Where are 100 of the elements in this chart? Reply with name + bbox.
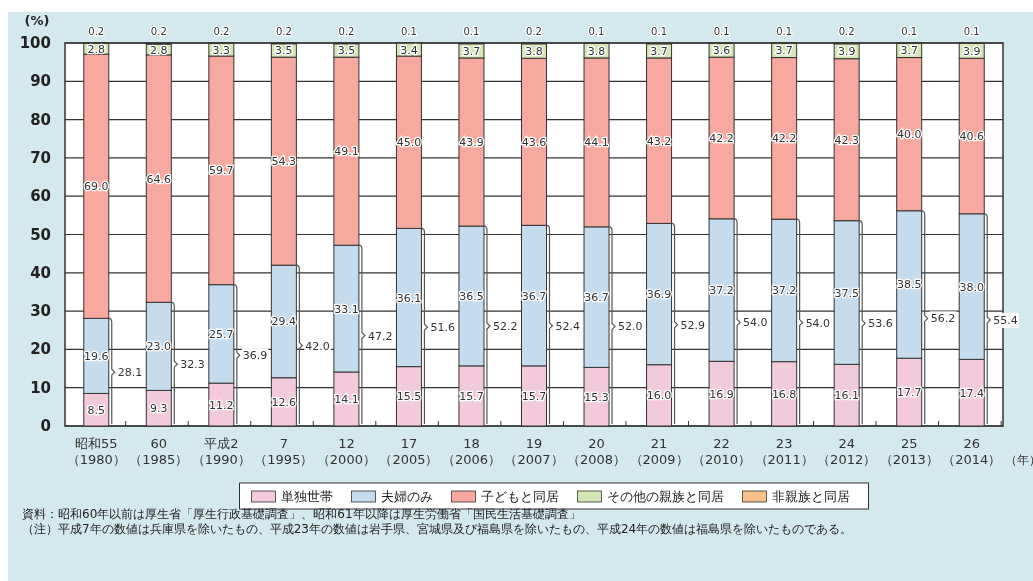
data-label: 3.5 <box>275 44 293 58</box>
annotation: 52.2 <box>492 320 518 334</box>
data-label: 54.3 <box>271 155 297 169</box>
data-label: 16.0 <box>646 389 672 403</box>
data-label: 17.7 <box>896 386 922 400</box>
x-tick-label: 21 （2009） <box>629 436 689 467</box>
data-label: 69.0 <box>84 180 109 194</box>
data-label: 29.4 <box>271 315 297 329</box>
x-axis-title: （年） <box>1005 453 1033 467</box>
legend-label: 非親族と同居 <box>771 489 850 504</box>
data-label: 17.4 <box>959 386 984 400</box>
data-label: 0.2 <box>275 26 292 37</box>
y-axis-title: (%) <box>24 13 50 28</box>
data-label: 15.3 <box>584 390 609 404</box>
data-label: 3.7 <box>900 44 918 58</box>
data-label: 45.0 <box>396 136 422 150</box>
legend-label: その他の親族と同居 <box>606 489 724 504</box>
y-tick-label: 70 <box>30 148 51 167</box>
data-label: 0.1 <box>463 26 480 37</box>
text: （注）平成7年の数値は兵庫県を除いたもの、平成23年の数値は岩手県、宮城県及び福島県を除いたもの、平成24年の数値は福島県を除いたものである。 <box>22 522 854 537</box>
data-label: 42.3 <box>834 133 859 147</box>
data-label: 19.6 <box>84 349 109 363</box>
data-label: 14.1 <box>334 393 359 406</box>
data-label: 15.5 <box>396 390 422 404</box>
data-label: 3.8 <box>525 45 543 59</box>
x-tick-label: 26 （2014） <box>942 436 1002 467</box>
data-label: 3.8 <box>587 44 606 58</box>
data-label: 0.1 <box>400 26 417 37</box>
data-label: 3.4 <box>400 43 418 57</box>
x-tick-label: 24 （2012） <box>817 436 877 467</box>
x-tick-label: 22 （2010） <box>692 436 752 467</box>
data-label: 0.2 <box>526 26 542 37</box>
data-label: 36.5 <box>459 289 484 303</box>
y-tick-label: 30 <box>30 302 51 321</box>
legend-label: 夫婦のみ <box>380 489 433 504</box>
y-tick-label: 40 <box>30 263 51 282</box>
x-tick-label: 19 （2007） <box>504 436 564 467</box>
annotation: 32.3 <box>180 358 205 372</box>
x-tick-label: 25 （2013） <box>879 436 939 467</box>
data-label: 15.7 <box>459 389 484 403</box>
x-tick-label: 昭和55 （1980） <box>66 436 126 467</box>
data-label: 40.0 <box>896 128 922 142</box>
y-tick-label: 50 <box>30 225 51 244</box>
data-label: 38.0 <box>959 280 984 294</box>
data-label: 16.1 <box>834 389 859 403</box>
x-tick-label: 23 （2011） <box>754 436 814 467</box>
data-label: 36.7 <box>584 291 609 305</box>
data-label: 3.7 <box>775 44 793 58</box>
data-label: 12.6 <box>271 395 297 409</box>
data-label: 0.1 <box>651 26 668 37</box>
data-label: 0.1 <box>963 26 980 37</box>
data-label: 3.9 <box>837 45 856 59</box>
data-label: 38.5 <box>896 278 922 292</box>
data-label: 40.6 <box>959 130 984 144</box>
data-label: 33.1 <box>334 302 359 316</box>
annotation: 56.2 <box>930 312 956 326</box>
y-tick-label: 90 <box>30 72 51 91</box>
data-label: 3.7 <box>650 44 668 58</box>
data-label: 9.3 <box>150 402 168 416</box>
y-tick-label: 80 <box>30 110 51 129</box>
legend-label: 子どもと同居 <box>480 489 559 504</box>
data-label: 42.2 <box>771 132 797 146</box>
text: 資料：昭和60年以前は厚生省「厚生行政基礎調査」、昭和61年以降は厚生労働省「国民生活基礎調査」 <box>22 507 582 522</box>
annotation: 28.1 <box>117 366 143 380</box>
data-label: 2.8 <box>150 43 168 57</box>
data-label: 0.1 <box>588 26 605 37</box>
data-label: 59.7 <box>209 164 234 178</box>
data-label: 0.1 <box>901 26 918 37</box>
data-label: 3.6 <box>712 44 731 58</box>
x-tick-label: 12 （2000） <box>316 436 376 467</box>
annotation: 51.6 <box>430 321 455 335</box>
data-label: 49.1 <box>334 145 359 159</box>
y-tick-label: 10 <box>30 378 51 397</box>
data-label: 44.1 <box>584 136 609 150</box>
annotation: 53.6 <box>868 317 893 331</box>
data-label: 16.8 <box>771 387 797 401</box>
legend-label: 単独世帯 <box>280 489 333 504</box>
annotation: 52.0 <box>618 320 643 334</box>
data-label: 0.2 <box>338 26 355 37</box>
data-label: 3.9 <box>962 44 981 58</box>
annotation: 52.4 <box>555 319 580 333</box>
x-tick-label: 18 （2006） <box>441 436 502 467</box>
annotation: 54.0 <box>743 316 768 330</box>
data-label: 11.2 <box>209 398 234 412</box>
data-label: 0.2 <box>88 26 105 37</box>
annotation: 54.0 <box>805 316 831 330</box>
data-label: 15.7 <box>521 389 547 403</box>
annotation: 36.9 <box>242 349 268 363</box>
annotation: 47.2 <box>367 329 393 343</box>
x-tick-label: 20 （2008） <box>566 436 627 467</box>
data-label: 37.2 <box>709 284 734 298</box>
data-label: 3.3 <box>212 43 231 57</box>
y-tick-label: 0 <box>40 417 51 435</box>
data-label: 36.9 <box>646 288 672 302</box>
data-label: 43.6 <box>521 135 547 149</box>
data-label: 0.2 <box>838 26 855 37</box>
x-tick-label: 17 （2005） <box>379 436 439 467</box>
data-label: 8.5 <box>87 403 106 417</box>
data-label: 64.6 <box>146 172 172 186</box>
data-label: 36.1 <box>396 291 422 305</box>
